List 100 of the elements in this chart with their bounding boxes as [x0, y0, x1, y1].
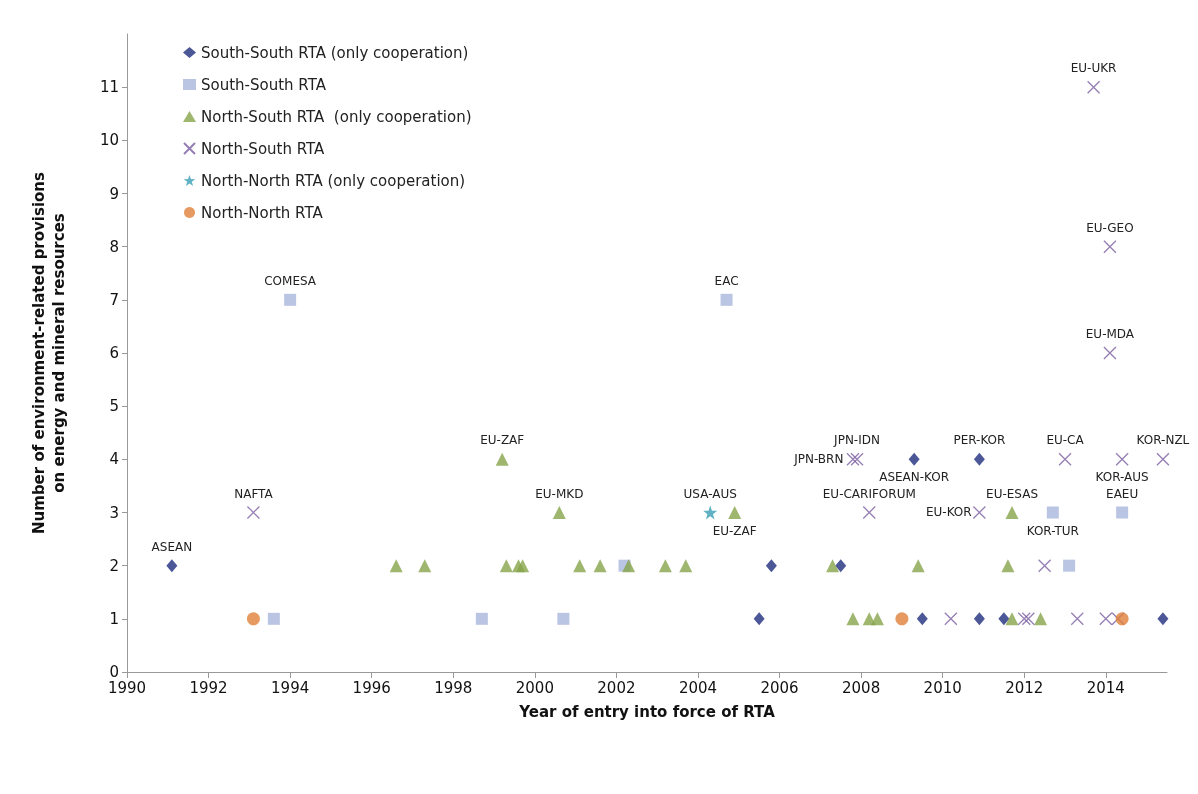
point: [499, 559, 513, 573]
point: [846, 452, 860, 466]
point: [1005, 612, 1019, 626]
point: [826, 559, 840, 573]
x-tick-label: 2012: [1005, 678, 1044, 697]
point: [1156, 452, 1170, 466]
point: [1116, 506, 1129, 519]
x-tick-label: 2014: [1086, 678, 1125, 697]
annotation: ASEAN: [151, 539, 193, 554]
point: [658, 559, 672, 573]
point: [850, 452, 864, 466]
x-tick-label: 1994: [271, 678, 310, 697]
point: [1086, 80, 1101, 94]
point: [908, 452, 920, 466]
point: [1001, 559, 1015, 573]
point: [998, 612, 1010, 626]
annotation: EU-GEO: [1086, 220, 1134, 235]
x-tick-label: 1998: [434, 678, 473, 697]
point: [728, 506, 742, 519]
point: [246, 505, 261, 520]
annotation: EU-CA: [1046, 433, 1085, 448]
x-tick-label: 2008: [842, 678, 881, 697]
point: [1103, 346, 1117, 360]
point: [1038, 559, 1052, 573]
y-tick-label: 10: [99, 131, 119, 150]
annotation: EU-ZAF: [712, 523, 757, 538]
annotation: KOR-NZL: [1136, 433, 1190, 448]
x-tick-label: 1996: [352, 678, 391, 697]
point: [1017, 612, 1031, 626]
point: [1063, 559, 1076, 572]
point: [552, 506, 566, 519]
annotation: NAFTA: [234, 486, 274, 501]
annotation: EAC: [714, 273, 739, 288]
y-tick-label: 9: [109, 184, 119, 203]
y-tick-label: 8: [109, 237, 119, 256]
annotation: PER-KOR: [953, 433, 1006, 448]
y-tick-label: 7: [109, 290, 119, 309]
point: [870, 612, 884, 626]
point: [1115, 612, 1129, 626]
y-axis-title: Number of environment-related provisions on energy and mineral resources: [30, 171, 68, 534]
legend-label: South-South RTA: [201, 75, 327, 94]
point: [753, 612, 765, 626]
point: [1157, 612, 1169, 626]
annotation: EU-MDA: [1085, 327, 1135, 341]
point: [1034, 612, 1048, 626]
y-tick-label: 0: [109, 663, 119, 681]
point: [622, 559, 636, 573]
point: [720, 293, 733, 306]
point: [1070, 612, 1084, 626]
annotation: EU-ZAF: [480, 433, 525, 448]
point: [246, 612, 260, 626]
point: [895, 612, 909, 626]
point: [1021, 612, 1035, 626]
y-tick-label: 5: [109, 397, 119, 416]
annotation: KOR-TUR: [1026, 523, 1079, 538]
annotation: COMESA: [264, 273, 317, 288]
y-tick-label: 4: [109, 450, 119, 469]
annotation: EU-KOR: [925, 505, 972, 519]
point: [593, 559, 607, 573]
point: [166, 559, 178, 573]
legend-label: North-North RTA: [201, 203, 324, 222]
point: [389, 559, 403, 573]
point: [862, 505, 876, 520]
point: [475, 612, 488, 625]
point: [1115, 452, 1129, 466]
annotation: EU-UKR: [1070, 61, 1117, 76]
point: [557, 612, 570, 625]
annotation: ASEAN-KOR: [879, 470, 950, 485]
annotation: USA-AUS: [683, 486, 737, 501]
point: [835, 559, 847, 573]
y-tick-label: 6: [109, 344, 119, 362]
annotation: JPN-BRN: [793, 451, 844, 466]
annotation: JPN-IDN: [833, 433, 880, 448]
point: [573, 559, 587, 573]
point: [1103, 240, 1117, 254]
point: [944, 612, 958, 626]
point: [267, 612, 280, 625]
x-tick-label: 2004: [678, 678, 718, 697]
point: [916, 612, 928, 626]
x-tick-label: 2006: [760, 678, 799, 697]
point: [284, 293, 297, 306]
point: [973, 612, 985, 626]
legend-label: North-South RTA: [201, 139, 326, 158]
annotation: EU-CARIFORUM: [822, 486, 916, 501]
point: [495, 452, 509, 466]
point: [1111, 612, 1125, 626]
point: [1058, 452, 1072, 466]
annotation: EAEU: [1106, 486, 1139, 501]
x-tick-label: 1990: [107, 678, 147, 697]
point: [972, 505, 987, 520]
point: [973, 452, 985, 466]
point: [911, 559, 925, 573]
point: [1005, 506, 1019, 519]
x-tick-label: 2000: [515, 678, 554, 697]
y-tick-label: 2: [109, 556, 119, 575]
legend-label: North-North RTA (only cooperation): [201, 171, 466, 190]
annotation: KOR-AUS: [1095, 470, 1149, 485]
x-tick-label: 2002: [597, 678, 636, 697]
legend-label: North-South RTA (only cooperation): [201, 107, 472, 126]
point: [418, 559, 432, 573]
